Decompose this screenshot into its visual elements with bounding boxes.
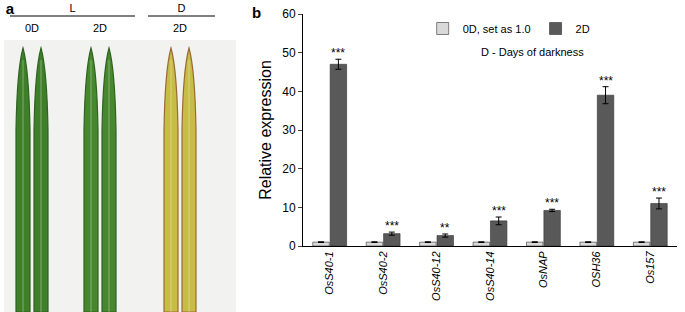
svg-text:30: 30 xyxy=(282,123,296,137)
svg-text:Relative expression: Relative expression xyxy=(257,60,274,200)
svg-text:***: *** xyxy=(331,46,345,60)
svg-text:OsS40-1: OsS40-1 xyxy=(323,251,335,294)
svg-text:Os157: Os157 xyxy=(644,251,656,284)
svg-text:a: a xyxy=(6,0,15,17)
svg-text:***: *** xyxy=(492,204,506,218)
svg-text:50: 50 xyxy=(282,46,296,60)
svg-text:D: D xyxy=(178,2,186,14)
svg-text:OSH36: OSH36 xyxy=(590,251,602,288)
svg-text:40: 40 xyxy=(282,85,296,99)
svg-text:L: L xyxy=(69,2,75,14)
svg-text:OsS40-12: OsS40-12 xyxy=(430,251,442,301)
svg-text:2D: 2D xyxy=(576,23,590,35)
svg-text:0D, set as 1.0: 0D, set as 1.0 xyxy=(463,23,531,35)
svg-text:2D: 2D xyxy=(93,22,107,34)
svg-text:2D: 2D xyxy=(173,22,187,34)
svg-text:**: ** xyxy=(440,221,450,235)
svg-text:60: 60 xyxy=(282,7,296,21)
svg-text:20: 20 xyxy=(282,162,296,176)
svg-text:***: *** xyxy=(545,196,559,210)
svg-text:***: *** xyxy=(385,219,399,233)
svg-text:b: b xyxy=(252,4,261,21)
svg-text:OsS40-2: OsS40-2 xyxy=(377,251,389,294)
svg-text:0D: 0D xyxy=(25,22,39,34)
svg-text:10: 10 xyxy=(282,201,296,215)
svg-text:OsNAP: OsNAP xyxy=(537,251,549,288)
svg-text:***: *** xyxy=(599,74,613,88)
svg-text:D - Days of darkness: D - Days of darkness xyxy=(481,46,584,58)
svg-text:***: *** xyxy=(652,185,666,199)
svg-text:0: 0 xyxy=(289,239,296,253)
svg-text:OsS40-14: OsS40-14 xyxy=(484,251,496,301)
